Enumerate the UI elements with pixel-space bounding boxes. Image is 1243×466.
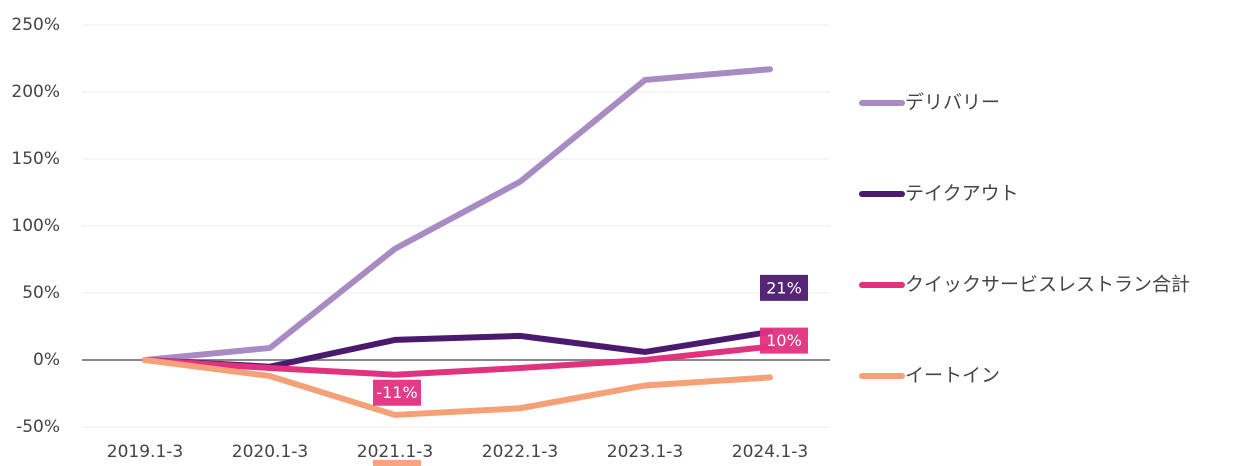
y-tick-label: 150%	[11, 149, 60, 169]
data-label: -41%	[373, 459, 421, 466]
data-label-text: -11%	[376, 383, 417, 402]
y-tick-label: 50%	[22, 283, 60, 303]
data-label-box	[760, 274, 808, 301]
data-label: -11%	[373, 379, 421, 406]
x-tick-label: 2020.1-3	[232, 442, 308, 462]
y-tick-label: 100%	[11, 216, 60, 236]
x-tick-label: 2023.1-3	[607, 442, 683, 462]
series-line	[142, 343, 773, 378]
data-label-text: 10%	[766, 331, 802, 350]
data-label-box	[373, 459, 421, 466]
x-tick-label: 2024.1-3	[732, 442, 808, 462]
x-tick-label: 2021.1-3	[357, 442, 433, 462]
data-label-box	[373, 379, 421, 406]
legend-label: デリバリー	[905, 92, 1000, 114]
y-tick-label: 0%	[33, 350, 60, 370]
data-label-box	[760, 327, 808, 354]
legend-label: イートイン	[905, 365, 1000, 387]
data-label-text: -41%	[376, 463, 417, 466]
x-tick-label: 2022.1-3	[482, 442, 558, 462]
data-label-text: 21%	[766, 278, 802, 297]
x-tick-label: 2019.1-3	[107, 442, 183, 462]
legend-label: クイックサービスレストラン合計	[905, 274, 1190, 296]
series-line	[142, 357, 773, 418]
y-tick-label: 200%	[11, 82, 60, 102]
data-label: 21%	[760, 274, 808, 301]
y-tick-label: 250%	[11, 15, 60, 35]
data-label: 10%	[760, 327, 808, 354]
legend-label: テイクアウト	[905, 183, 1019, 205]
series-line	[142, 66, 773, 363]
y-tick-label: -50%	[16, 417, 60, 437]
